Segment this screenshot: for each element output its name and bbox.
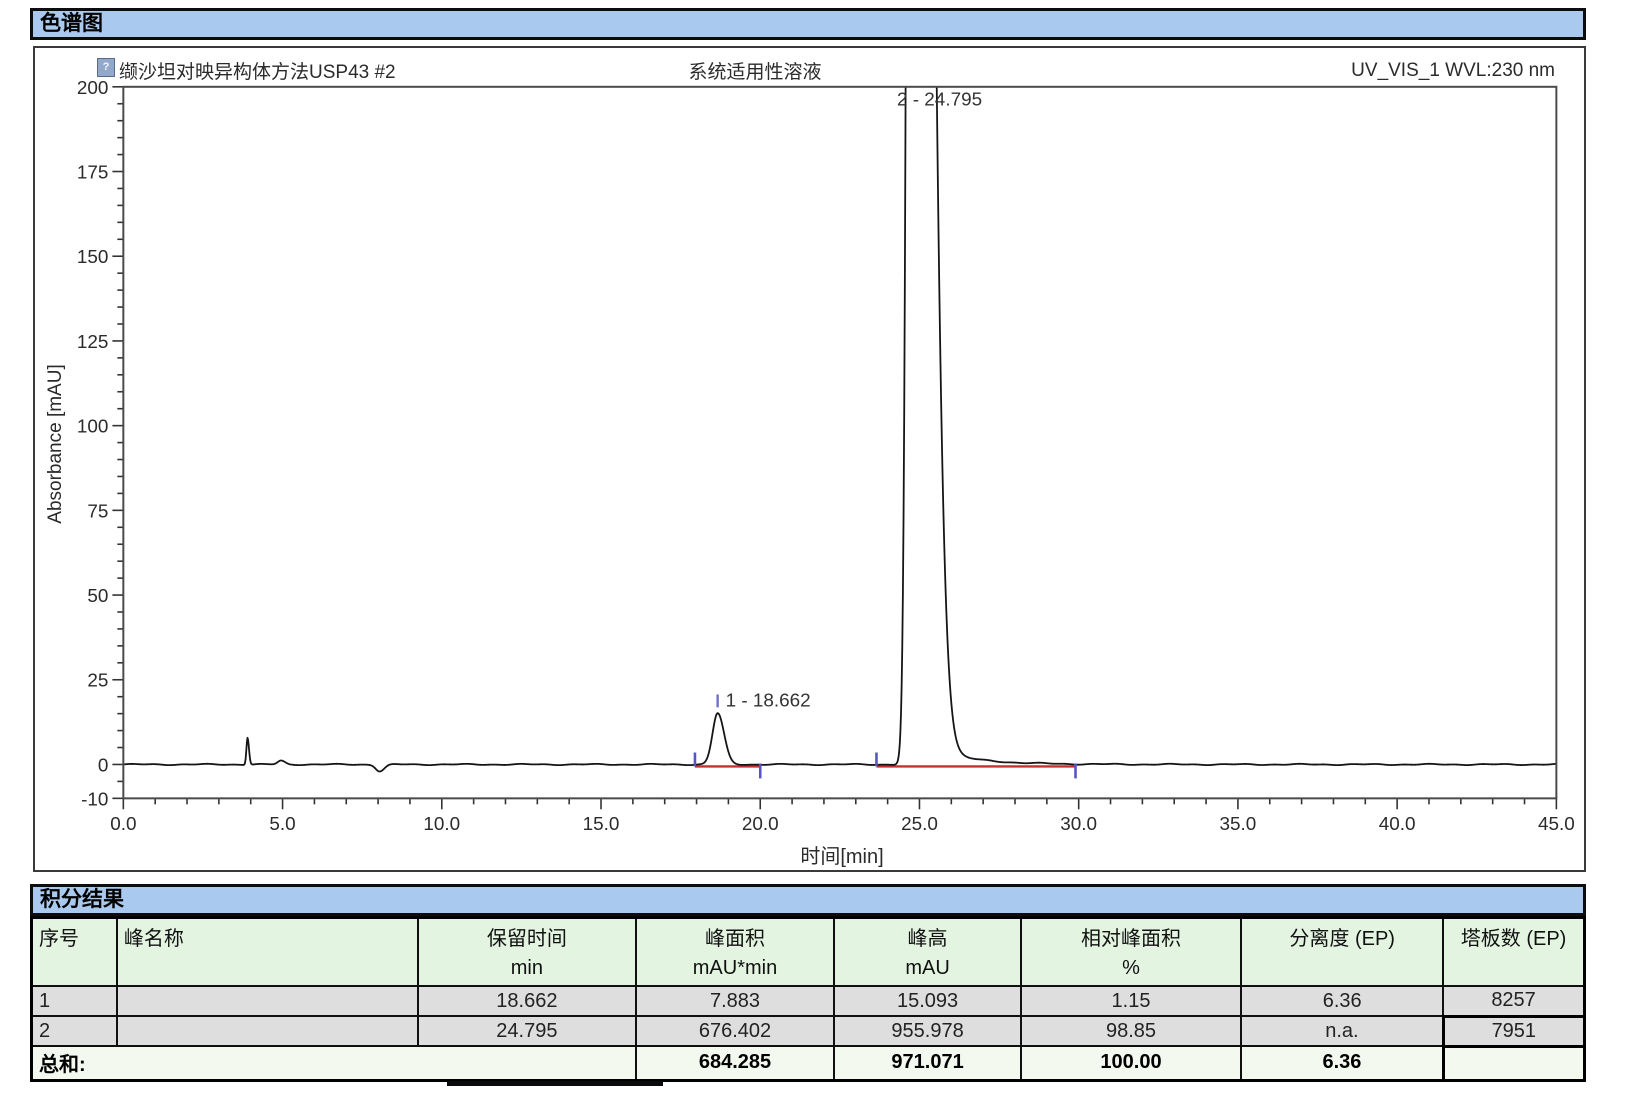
sum-cell: 971.071 [833,1045,1022,1081]
plot-frame [122,85,1558,800]
column-header: 峰面积 mAU*min [634,916,836,987]
method-title-label: 缬沙坦对映异构体方法USP43 #2 [119,62,396,83]
y-tick-label: 0 [98,755,109,776]
y-tick-label: 50 [87,586,108,607]
table-cell: 955.978 [833,1015,1022,1047]
scan-artifact-bar [447,1081,663,1086]
column-header: 峰高 mAU [833,916,1022,987]
injection-icon: ? [97,58,115,77]
x-tick-label: 10.0 [423,814,460,835]
sum-cell [1441,1044,1587,1082]
y-tick-label: 25 [87,671,108,692]
y-tick-label: 100 [77,417,109,438]
table-cell [115,1015,420,1047]
table-cell: 1 [30,985,118,1017]
x-tick-label: 20.0 [742,814,779,835]
table-cell: 7951 [1441,1014,1587,1048]
table-cell: 18.662 [417,985,637,1017]
peak-label: 2 - 24.795 [897,90,982,111]
column-header: 保留时间 min [417,916,637,987]
y-tick-label: 200 [77,78,109,99]
table-cell: 8257 [1442,985,1586,1017]
x-tick-label: 35.0 [1220,814,1257,835]
y-tick-label: 125 [77,332,109,353]
y-tick-label: -10 [81,789,108,810]
peak-result-row: 1 18.662 7.883 15.093 1.15 6.36 8257 [30,985,1586,1017]
signal-trace [123,86,1557,773]
sum-cell: 684.285 [634,1045,836,1081]
x-tick-label: 15.0 [583,814,620,835]
column-header: 分离度 (EP) [1240,916,1445,987]
chromatogram-section-banner: 色谱图 [30,8,1586,40]
y-axis-title: Absorbance [mAU] [45,364,66,524]
table-cell: 6.36 [1240,985,1445,1017]
table-cell [115,985,420,1017]
column-header: 峰名称 [115,916,420,987]
table-cell: 24.795 [417,1015,637,1047]
table-cell: 1.15 [1019,985,1243,1017]
y-tick-label: 150 [77,247,109,268]
column-header: 相对峰面积% [1019,916,1243,987]
integration-results-table: 序号 峰名称 保留时间 min 峰面积 mAU*min 峰高 mAU 相对峰面积% 分离度 (EP… [30,916,1587,1082]
chromatogram-plot: -10 0 25 50 75 100 125 150 175 200 0.0 5.0 10.0 15.0 2… [77,78,1575,835]
x-tick-label: 0.0 [110,814,136,835]
chromatogram-chart-frame: ? 缬沙坦对映异构体方法USP43 #2 系统适用性溶液 UV_VIS_1 WV… [33,46,1586,872]
table-cell: 2 [30,1015,118,1047]
x-tick-label: 45.0 [1538,814,1575,835]
y-tick-label: 175 [77,162,109,183]
column-header: 序号 [30,916,118,987]
x-tick-label: 40.0 [1379,814,1416,835]
sum-row: 总和: 684.285 971.071 100.00 6.36 [30,1044,1587,1082]
sum-cell: 100.00 [1019,1045,1243,1081]
table-cell: 7.883 [634,985,836,1017]
x-tick-label: 5.0 [269,814,295,835]
y-tick-label: 75 [87,501,108,522]
x-tick-label: 30.0 [1060,814,1097,835]
sum-cell: 6.36 [1240,1045,1445,1081]
table-header-row: 序号 峰名称 保留时间 min 峰面积 mAU*min 峰高 mAU 相对峰面积% 分离度 (EP… [30,916,1586,987]
sum-label: 总和: [30,1045,637,1081]
x-tick-label: 25.0 [901,814,938,835]
peak-result-row: 2 24.795 676.402 955.978 98.85 n.a. 7951 [30,1014,1587,1048]
detector-channel-label: UV_VIS_1 WVL:230 nm [1351,60,1555,81]
table-cell: 15.093 [833,985,1022,1017]
x-axis-title: 时间[min] [800,846,884,868]
column-header: 塔板数 (EP) [1442,916,1586,987]
table-cell: 676.402 [634,1015,836,1047]
peak-label: 1 - 18.662 [726,690,811,711]
table-cell: 98.85 [1019,1015,1243,1047]
results-section-banner: 积分结果 [30,884,1586,916]
table-cell: n.a. [1240,1015,1445,1047]
sample-name-label: 系统适用性溶液 [688,62,822,83]
